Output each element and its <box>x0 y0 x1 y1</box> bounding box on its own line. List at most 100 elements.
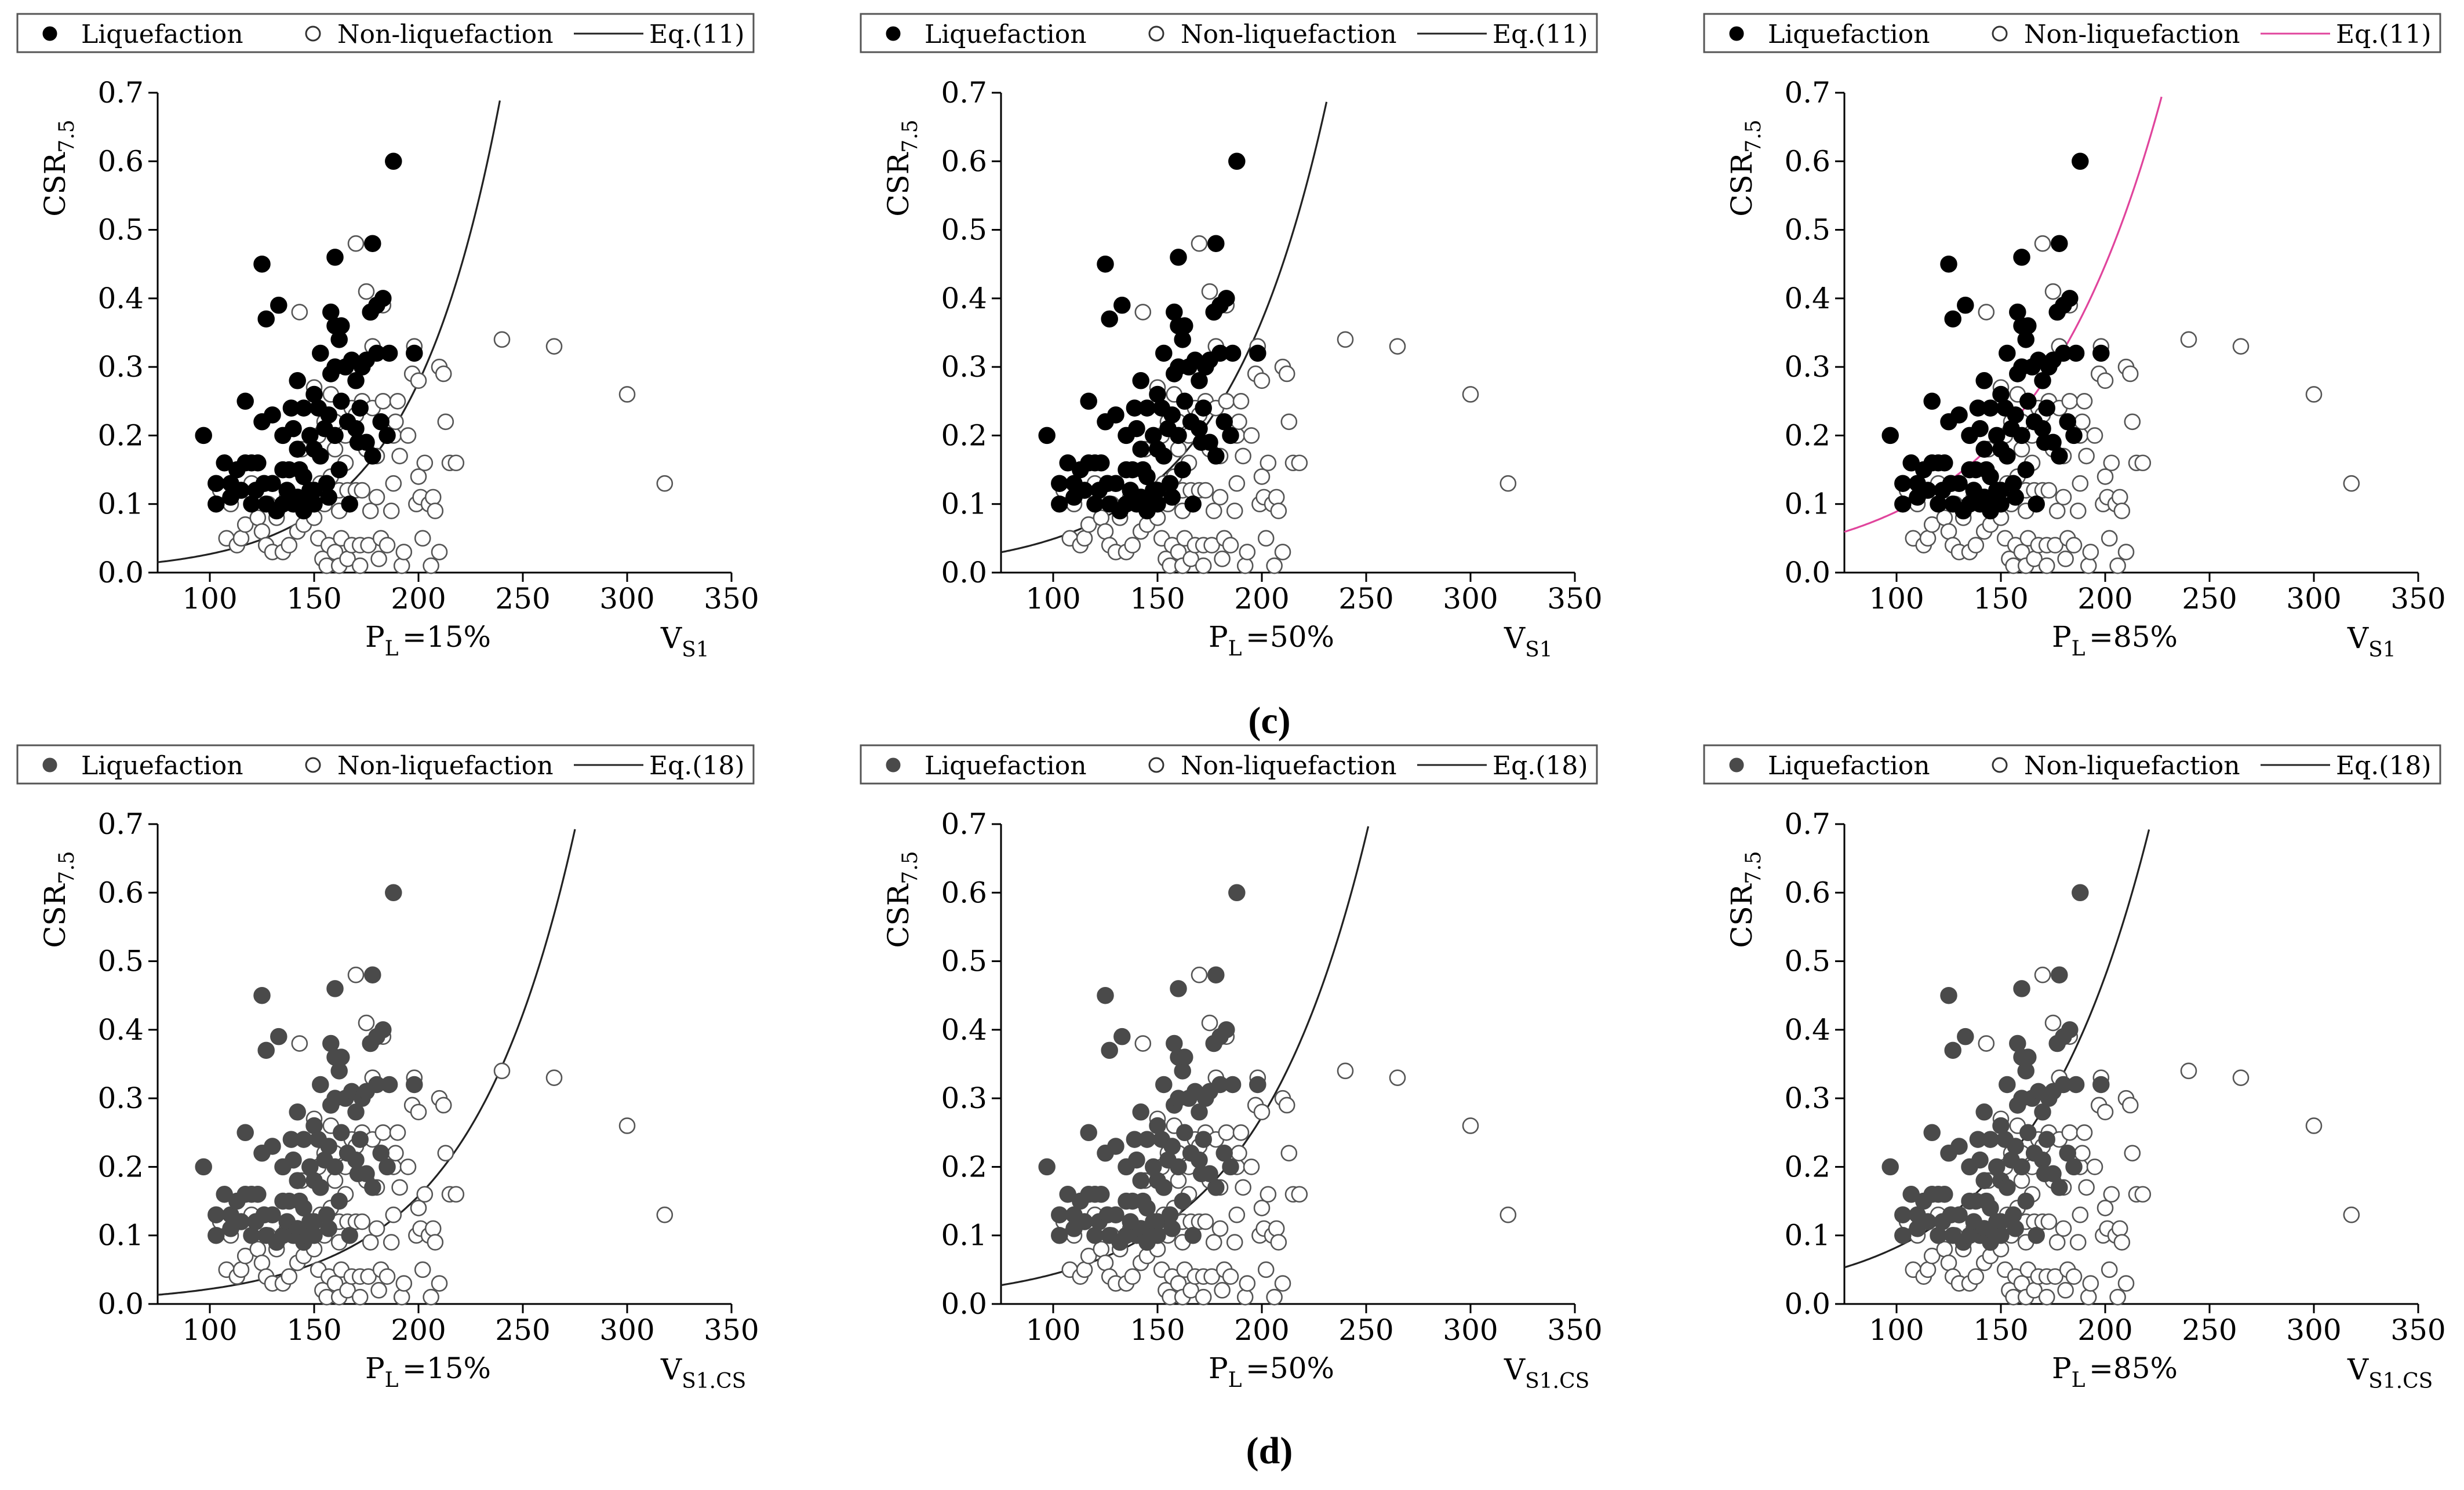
nonliq-point <box>437 413 454 431</box>
nonliq-point <box>1226 502 1243 519</box>
x-axis-title-main: V <box>2347 1353 2369 1386</box>
nonliq-point <box>1232 1124 1250 1141</box>
nonliq-point <box>2080 557 2097 574</box>
liq-point <box>285 1151 302 1169</box>
liq-point <box>1999 1179 2016 1196</box>
liq-point <box>1923 1124 1941 1142</box>
legend: Liquefaction Non-liquefaction Eq.(11) <box>16 13 755 53</box>
liq-point <box>1093 454 1110 472</box>
y-tick-label: 0.3 <box>97 1081 144 1115</box>
liq-point <box>1174 461 1191 479</box>
liq-point <box>1224 1076 1242 1094</box>
axes: 100 150 200 250 300 350 0.0 0.1 0.2 0.3 0.4 0.5 0.6 0… <box>882 807 1603 1393</box>
liq-point <box>249 1185 267 1203</box>
x-tick-label: 250 <box>1338 582 1393 615</box>
nonliq-point <box>2057 551 2074 567</box>
liq-point <box>1184 1226 1202 1244</box>
y-tick-label: 0.1 <box>941 1219 987 1252</box>
legend-eq-label: Eq.(18) <box>649 751 745 781</box>
y-tick-label: 0.1 <box>97 1219 144 1252</box>
y-tick-label: 0.7 <box>1784 807 1830 841</box>
pl-label-main: P <box>365 1351 385 1385</box>
x-axis-title-main: V <box>660 621 682 655</box>
nonliq-point <box>1291 1186 1308 1203</box>
nonliq-point <box>1278 365 1295 382</box>
legend-liq-label: Liquefaction <box>925 751 1087 781</box>
liq-point <box>330 461 348 479</box>
liq-point <box>1195 399 1212 417</box>
nonliq-point <box>1280 1145 1298 1162</box>
nonliq-point <box>1235 447 1251 465</box>
liq-point <box>1163 1138 1181 1155</box>
y-axis-title: CSR7.5 <box>1725 851 1766 948</box>
nonliq-point <box>1214 551 1231 567</box>
nonliq-point <box>1232 392 1250 410</box>
liq-point <box>341 495 358 513</box>
nonliq-point <box>1253 1103 1271 1121</box>
y-tick-label: 0.2 <box>941 1150 987 1183</box>
nonliq-point <box>1222 537 1239 553</box>
x-tick-label: 200 <box>2077 582 2132 615</box>
liq-point <box>236 1124 254 1142</box>
nonliq-point <box>423 557 439 574</box>
liq-point <box>2028 1226 2045 1244</box>
nonliq-point <box>427 1234 444 1251</box>
nonliq-point <box>399 1159 417 1175</box>
liq-point <box>333 392 350 410</box>
liq-point <box>1975 1172 1993 1189</box>
nonliq-point <box>2180 331 2197 348</box>
nonliq-point <box>378 537 396 553</box>
nonliq-point <box>374 1124 392 1141</box>
nonliq-point <box>1203 1268 1220 1285</box>
nonliq-point <box>1260 1186 1277 1203</box>
nonliq-point <box>493 331 511 348</box>
nonliq-point <box>1203 537 1220 553</box>
liq-point <box>1218 1021 1235 1039</box>
nonliq-point <box>2117 1275 2135 1292</box>
liq-point <box>364 1179 381 1196</box>
x-axis-title-sub: S1.CS <box>1525 1369 1589 1393</box>
liq-point <box>1249 344 1266 362</box>
x-tick-label: 300 <box>1443 582 1498 615</box>
liq-point <box>1113 1028 1131 1045</box>
y-axis-title-sub: 7.5 <box>55 119 79 152</box>
nonliq-point <box>2232 1069 2250 1086</box>
x-tick-label: 350 <box>2390 1313 2445 1347</box>
nonliq-point <box>1231 1145 1247 1162</box>
nonliq-point <box>431 544 448 560</box>
x-tick-label: 100 <box>1025 1313 1080 1347</box>
liq-point <box>1944 1041 1961 1059</box>
y-tick-label: 0.6 <box>1784 144 1830 178</box>
x-tick-label: 350 <box>1547 1313 1602 1347</box>
nonliq-point <box>2047 1268 2063 1285</box>
panel-0-1: Liquefaction Non-liquefaction Eq.(11) 100 15… <box>860 13 1603 662</box>
x-tick-label: 350 <box>704 582 759 615</box>
liq-point <box>1080 392 1097 410</box>
nonliq-point <box>2082 544 2099 560</box>
liq-point <box>351 399 369 417</box>
liq-point <box>406 1076 423 1094</box>
liq-point <box>312 344 329 362</box>
liq-point <box>1207 1179 1225 1196</box>
liq-point <box>1138 399 1156 417</box>
x-axis-title: VS1.CS <box>2347 1353 2433 1393</box>
nonliq-point <box>395 544 413 560</box>
nonliq-point <box>2078 1179 2095 1196</box>
y-axis-title-main: CSR <box>38 152 72 217</box>
liq-point <box>1207 447 1225 465</box>
nonliq-point <box>1195 1288 1212 1306</box>
nonliq-point <box>435 365 452 382</box>
nonliq-point <box>1919 1261 1937 1278</box>
x-tick-label: 150 <box>1130 1313 1185 1347</box>
boundary-curve <box>1000 101 1328 553</box>
liq-point <box>2013 980 2030 997</box>
liq-point <box>364 235 381 252</box>
liq-point <box>1176 1048 1193 1066</box>
nonliq-point <box>2034 966 2051 983</box>
liq-point <box>1218 290 1235 307</box>
liq-point <box>1975 1103 1993 1121</box>
liq-point <box>2061 290 2079 307</box>
nonliq-point <box>1205 502 1222 519</box>
liq-point <box>270 296 287 314</box>
nonliq-point <box>2086 1159 2103 1175</box>
